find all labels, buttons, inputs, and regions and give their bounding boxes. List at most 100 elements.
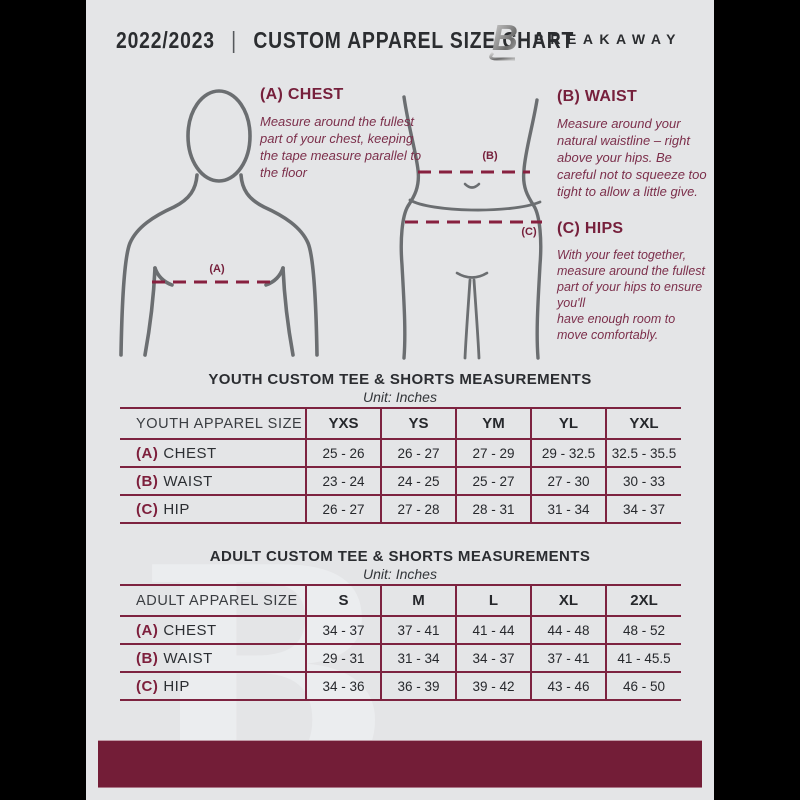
size-table: YOUTH APPAREL SIZE YXS YS YM YL YXL (A) CHEST 25… bbox=[120, 407, 681, 524]
size-column-xl: XL bbox=[530, 584, 606, 617]
size-range-cell: 25 - 26 bbox=[305, 439, 381, 468]
size-column-ys: YS bbox=[380, 407, 456, 440]
row-label-prefix: (C) bbox=[136, 500, 159, 518]
size-range-cell: 31 - 34 bbox=[530, 495, 606, 524]
row-label-prefix: (A) bbox=[136, 444, 159, 462]
size-column-m: M bbox=[380, 584, 456, 617]
size-column-l: L bbox=[455, 584, 531, 617]
header-divider: | bbox=[231, 27, 238, 53]
svg-text:B: B bbox=[492, 17, 518, 58]
size-column-s: S bbox=[305, 584, 381, 617]
hips-line-marker: (C) bbox=[521, 226, 537, 238]
size-column-yl: YL bbox=[530, 407, 606, 440]
size-column-yxl: YXL bbox=[605, 407, 681, 440]
row-label-text: WAIST bbox=[163, 649, 213, 667]
size-range-cell: 41 - 44 bbox=[455, 616, 531, 645]
size-range-cell: 26 - 27 bbox=[305, 495, 381, 524]
size-range-cell: 43 - 46 bbox=[530, 672, 606, 701]
chest-instructions: (A) CHEST Measure around the fullest par… bbox=[260, 86, 422, 201]
size-column-2xl: 2XL bbox=[605, 584, 681, 617]
size-range-cell: 44 - 48 bbox=[530, 616, 606, 645]
row-label: (C) HIP bbox=[120, 495, 306, 524]
size-range-cell: 29 - 32.5 bbox=[530, 439, 606, 468]
row-label-text: WAIST bbox=[163, 472, 213, 490]
size-range-cell: 32.5 - 35.5 bbox=[605, 439, 681, 468]
table-row-chest: (A) CHEST 34 - 37 37 - 41 41 - 44 44 - 48 48 -… bbox=[120, 616, 681, 645]
size-column-ym: YM bbox=[455, 407, 531, 440]
youth-size-table: YOUTH APPAREL SIZE YXS YS YM YL YXL (A) CHEST 25… bbox=[120, 407, 681, 524]
waist-hips-instructions: (B) WAIST Measure around your natural wa… bbox=[557, 88, 709, 363]
waist-text: Measure around your natural waistline – … bbox=[557, 116, 707, 199]
size-range-cell: 34 - 37 bbox=[455, 644, 531, 673]
table-row-hip: (C) HIP 26 - 27 27 - 28 28 - 31 31 - 34 34 - 3… bbox=[120, 495, 681, 524]
size-range-cell: 48 - 52 bbox=[605, 616, 681, 645]
adult-size-table: ADULT APPAREL SIZE S M L XL 2XL (A) CHEST 34 - 3… bbox=[120, 584, 681, 701]
table-header-row: ADULT APPAREL SIZE S M L XL 2XL bbox=[120, 584, 681, 617]
row-label: (A) CHEST bbox=[120, 616, 306, 645]
size-range-cell: 31 - 34 bbox=[380, 644, 456, 673]
row-label: (C) HIP bbox=[120, 672, 306, 701]
adult-section-title: ADULT CUSTOM TEE & SHORTS MEASUREMENTS bbox=[209, 548, 591, 565]
row-label-text: CHEST bbox=[163, 621, 217, 639]
chest-heading: (A) CHEST bbox=[260, 86, 344, 103]
size-table: ADULT APPAREL SIZE S M L XL 2XL (A) CHEST 34 - 3… bbox=[120, 584, 681, 701]
size-range-cell: 37 - 41 bbox=[530, 644, 606, 673]
row-label-text: HIP bbox=[163, 500, 190, 518]
chest-text: Measure around the fullest part of your … bbox=[260, 114, 422, 180]
size-range-cell: 34 - 37 bbox=[305, 616, 381, 645]
size-range-cell: 27 - 29 bbox=[455, 439, 531, 468]
waist-hips-diagram bbox=[399, 95, 543, 360]
brand-block: B BREAKAWAY bbox=[485, 16, 682, 62]
waist-line-marker: (B) bbox=[482, 150, 498, 162]
page-title: CUSTOM APPAREL SIZE CHART bbox=[253, 27, 575, 53]
table-row-waist: (B) WAIST 23 - 24 24 - 25 25 - 27 27 - 30 30 -… bbox=[120, 467, 681, 496]
row-label: (A) CHEST bbox=[120, 439, 306, 468]
waist-heading: (B) WAIST bbox=[557, 88, 638, 105]
youth-section-title: YOUTH CUSTOM TEE & SHORTS MEASUREMENTS bbox=[208, 371, 592, 388]
size-row-header: ADULT APPAREL SIZE bbox=[120, 584, 306, 617]
size-range-cell: 41 - 45.5 bbox=[605, 644, 681, 673]
row-label: (B) WAIST bbox=[120, 467, 306, 496]
size-range-cell: 36 - 39 bbox=[380, 672, 456, 701]
breakaway-b-logo-icon: B bbox=[488, 17, 518, 61]
size-range-cell: 29 - 31 bbox=[305, 644, 381, 673]
hips-heading: (C) HIPS bbox=[557, 220, 624, 237]
size-row-header: YOUTH APPAREL SIZE bbox=[120, 407, 306, 440]
brand-name: BREAKAWAY bbox=[533, 31, 682, 47]
size-chart-flyer: B 2022/2023 | CUSTOM APPAREL SIZE CHART … bbox=[86, 0, 714, 800]
size-range-cell: 23 - 24 bbox=[305, 467, 381, 496]
upper-body-diagram bbox=[119, 89, 319, 357]
header-title-row: 2022/2023 | CUSTOM APPAREL SIZE CHART bbox=[116, 27, 574, 54]
adult-unit-label: Unit: Inches bbox=[363, 566, 437, 582]
row-label-prefix: (B) bbox=[136, 649, 159, 667]
size-range-cell: 37 - 41 bbox=[380, 616, 456, 645]
size-range-cell: 39 - 42 bbox=[455, 672, 531, 701]
size-range-cell: 27 - 28 bbox=[380, 495, 456, 524]
season-label: 2022/2023 bbox=[116, 27, 215, 53]
size-range-cell: 26 - 27 bbox=[380, 439, 456, 468]
row-label-prefix: (A) bbox=[136, 621, 159, 639]
row-label: (B) WAIST bbox=[120, 644, 306, 673]
size-range-cell: 25 - 27 bbox=[455, 467, 531, 496]
youth-unit-label: Unit: Inches bbox=[363, 389, 437, 405]
chest-line-marker: (A) bbox=[209, 263, 225, 275]
footer-bar bbox=[98, 740, 702, 788]
row-label-prefix: (B) bbox=[136, 472, 159, 490]
table-row-hip: (C) HIP 34 - 36 36 - 39 39 - 42 43 - 46 46 - 5… bbox=[120, 672, 681, 701]
size-range-cell: 34 - 37 bbox=[605, 495, 681, 524]
table-row-waist: (B) WAIST 29 - 31 31 - 34 34 - 37 37 - 41 41 -… bbox=[120, 644, 681, 673]
size-range-cell: 46 - 50 bbox=[605, 672, 681, 701]
size-range-cell: 27 - 30 bbox=[530, 467, 606, 496]
hips-text: With your feet together, measure around … bbox=[557, 248, 706, 342]
row-label-text: HIP bbox=[163, 677, 190, 695]
row-label-text: CHEST bbox=[163, 444, 217, 462]
size-range-cell: 24 - 25 bbox=[380, 467, 456, 496]
table-row-chest: (A) CHEST 25 - 26 26 - 27 27 - 29 29 - 32.5 32… bbox=[120, 439, 681, 468]
size-range-cell: 28 - 31 bbox=[455, 495, 531, 524]
size-range-cell: 34 - 36 bbox=[305, 672, 381, 701]
size-column-yxs: YXS bbox=[305, 407, 381, 440]
row-label-prefix: (C) bbox=[136, 677, 159, 695]
size-range-cell: 30 - 33 bbox=[605, 467, 681, 496]
table-header-row: YOUTH APPAREL SIZE YXS YS YM YL YXL bbox=[120, 407, 681, 440]
